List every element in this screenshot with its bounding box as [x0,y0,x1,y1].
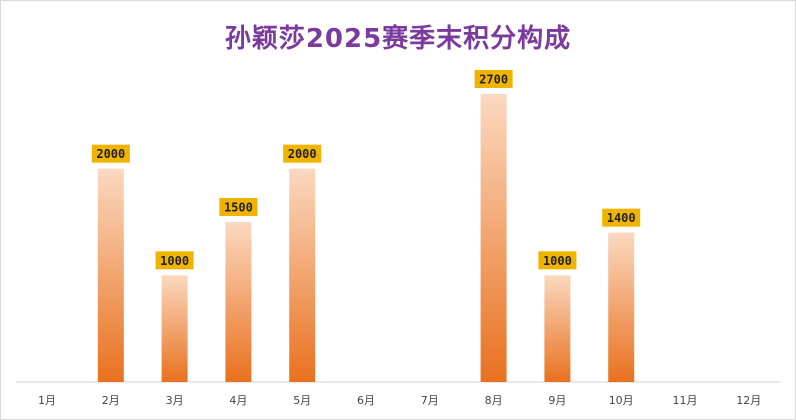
data-label: 1000 [160,254,189,268]
data-label-box [602,208,641,227]
bar [480,94,507,382]
data-label: 2000 [96,147,125,161]
data-label: 2700 [479,73,508,87]
x-tick-label: 9月 [548,394,566,407]
x-tick-label: 3月 [166,394,184,407]
data-label: 1000 [543,254,572,268]
x-tick-label: 11月 [673,394,698,407]
x-tick-label: 4月 [229,394,247,407]
bar [289,168,316,382]
x-tick-label: 2月 [102,394,120,407]
data-label-box [283,144,322,163]
data-label: 1400 [607,211,636,225]
data-label-box [538,251,577,270]
bar [608,232,635,382]
bar [544,275,571,382]
chart-title: 孙颖莎2025赛季末积分构成 [224,24,572,54]
x-tick-label: 8月 [485,394,503,407]
data-label-box [155,251,194,270]
x-tick-label: 7月 [421,394,439,407]
bar [161,275,188,382]
x-tick-label: 10月 [609,394,634,407]
data-label-box [219,198,258,216]
data-label-box [91,144,130,163]
data-label: 1500 [224,201,253,215]
bar [225,222,252,382]
x-tick-label: 5月 [293,394,311,407]
x-tick-label: 12月 [736,394,761,407]
x-tick-label: 1月 [38,394,56,407]
bar [97,168,124,382]
x-tick-label: 6月 [357,394,375,407]
data-label: 2000 [288,147,317,161]
data-label-box [474,70,513,88]
